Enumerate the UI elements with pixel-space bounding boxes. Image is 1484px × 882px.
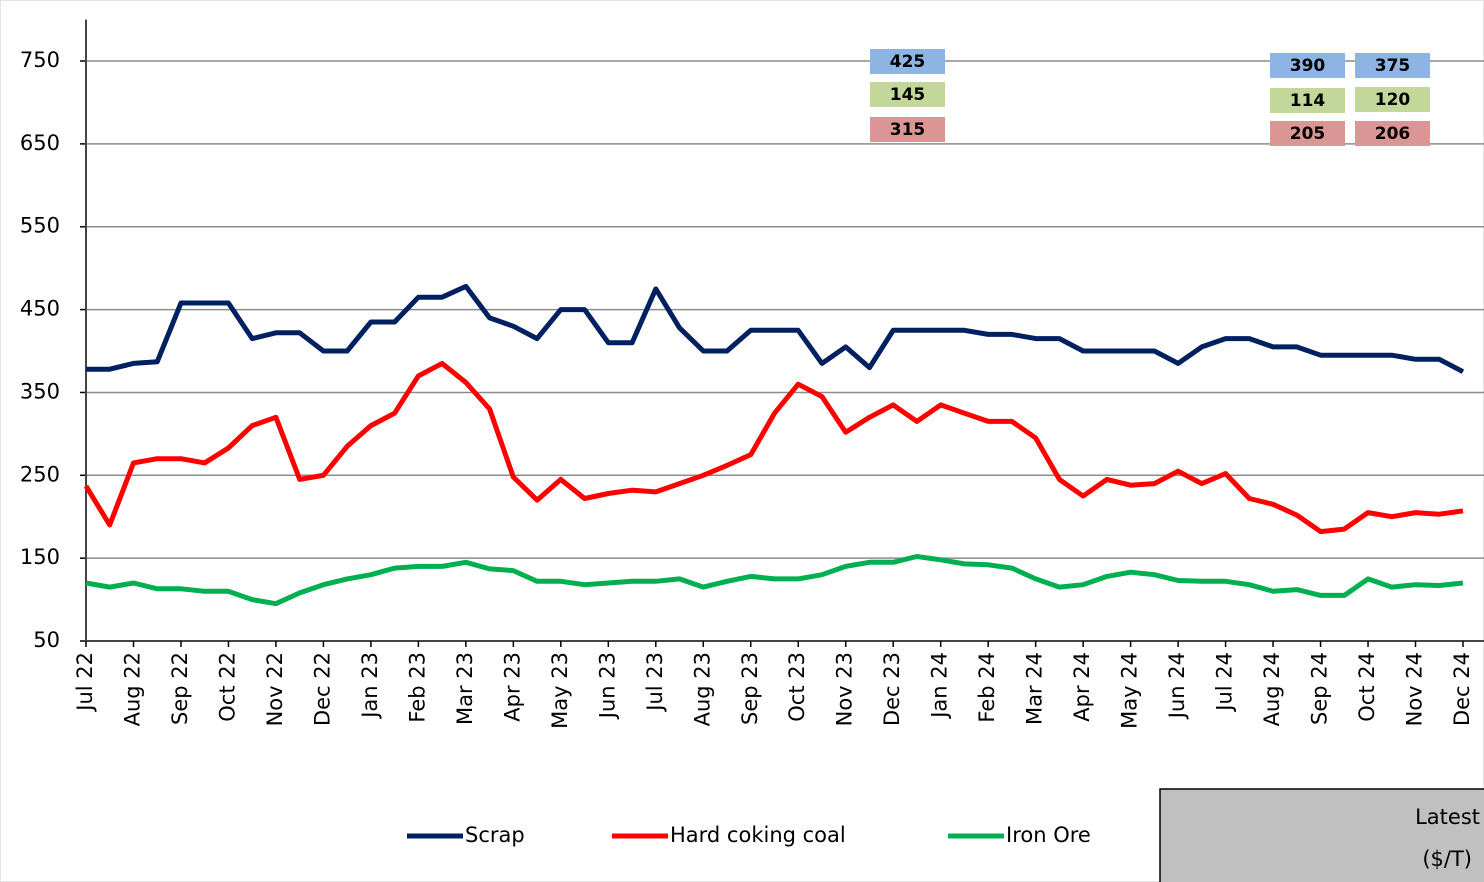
side-box-title: Latest	[1415, 805, 1480, 829]
x-tick-label: Sep 22	[168, 652, 192, 725]
y-tick-label: 350	[20, 379, 60, 403]
x-tick-label: Aug 24	[1260, 652, 1284, 726]
annotation-box	[1270, 121, 1345, 146]
x-tick-label: Oct 24	[1355, 652, 1379, 722]
annotation-label: 114	[1290, 91, 1326, 111]
x-tick-label: Jan 24	[928, 652, 952, 720]
legend-label: Scrap	[465, 823, 525, 847]
x-tick-label: Jul 24	[1213, 652, 1237, 713]
side-box	[1159, 788, 1484, 882]
x-tick-label: Sep 24	[1308, 652, 1332, 725]
y-tick-label: 150	[20, 545, 60, 569]
y-tick-label: 250	[20, 462, 60, 486]
x-tick-label: Aug 22	[120, 652, 144, 726]
annotation-box	[1355, 87, 1430, 112]
legend-label: Iron Ore	[1006, 823, 1091, 847]
annotation-label: 375	[1375, 56, 1411, 76]
y-tick-label: 650	[20, 131, 60, 155]
x-tick-label: Jun 24	[1165, 652, 1189, 720]
annotation-box	[1270, 88, 1345, 113]
annotation-label: 425	[890, 52, 926, 72]
x-tick-label: Dec 24	[1450, 652, 1474, 726]
x-tick-label: Jul 23	[643, 652, 667, 713]
y-tick-label: 550	[20, 214, 60, 238]
y-tick-label: 50	[33, 628, 60, 652]
x-tick-label: Dec 22	[310, 652, 334, 726]
annotation-label: 205	[1290, 124, 1326, 144]
series-line	[86, 283, 1465, 374]
x-tick-label: May 23	[548, 652, 572, 729]
y-tick-label: 450	[20, 297, 60, 321]
legend-label: Hard coking coal	[670, 823, 846, 847]
x-tick-label: Nov 22	[263, 652, 287, 726]
annotation-box	[870, 117, 945, 142]
x-tick-label: Nov 23	[833, 652, 857, 726]
annotation-label: 145	[890, 85, 926, 105]
x-tick-label: Jan 23	[358, 652, 382, 720]
x-tick-label: Nov 24	[1403, 652, 1427, 726]
x-tick-label: Mar 23	[453, 652, 477, 725]
x-tick-label: May 24	[1118, 652, 1142, 729]
annotation-label: 120	[1375, 90, 1411, 110]
x-tick-label: Jul 22	[73, 652, 97, 713]
annotation-box	[870, 82, 945, 107]
annotation-box	[1355, 121, 1430, 146]
x-tick-label: Apr 24	[1070, 652, 1094, 722]
x-tick-label: Mar 24	[1023, 652, 1047, 725]
annotation-label: 390	[1290, 56, 1326, 76]
x-tick-label: Oct 22	[215, 652, 239, 722]
y-tick-label: 750	[20, 48, 60, 72]
x-tick-label: Dec 23	[880, 652, 904, 726]
x-tick-label: Jun 23	[595, 652, 619, 720]
grid	[80, 19, 1484, 647]
x-tick-label: Feb 24	[975, 652, 999, 723]
annotation-label: 315	[890, 120, 926, 140]
x-tick-label: Aug 23	[690, 652, 714, 726]
annotation-label: 206	[1375, 124, 1411, 144]
x-tick-label: Sep 23	[738, 652, 762, 725]
x-tick-label: Feb 23	[405, 652, 429, 723]
series-line	[83, 360, 1464, 535]
series-line	[85, 554, 1464, 607]
annotation-box	[870, 49, 945, 74]
x-tick-label: Oct 23	[785, 652, 809, 722]
plot	[83, 283, 1465, 607]
x-tick-label: Apr 23	[500, 652, 524, 722]
annotation-box	[1355, 53, 1430, 78]
side-box-unit: ($/T)	[1422, 847, 1472, 871]
annotation-box	[1270, 53, 1345, 78]
